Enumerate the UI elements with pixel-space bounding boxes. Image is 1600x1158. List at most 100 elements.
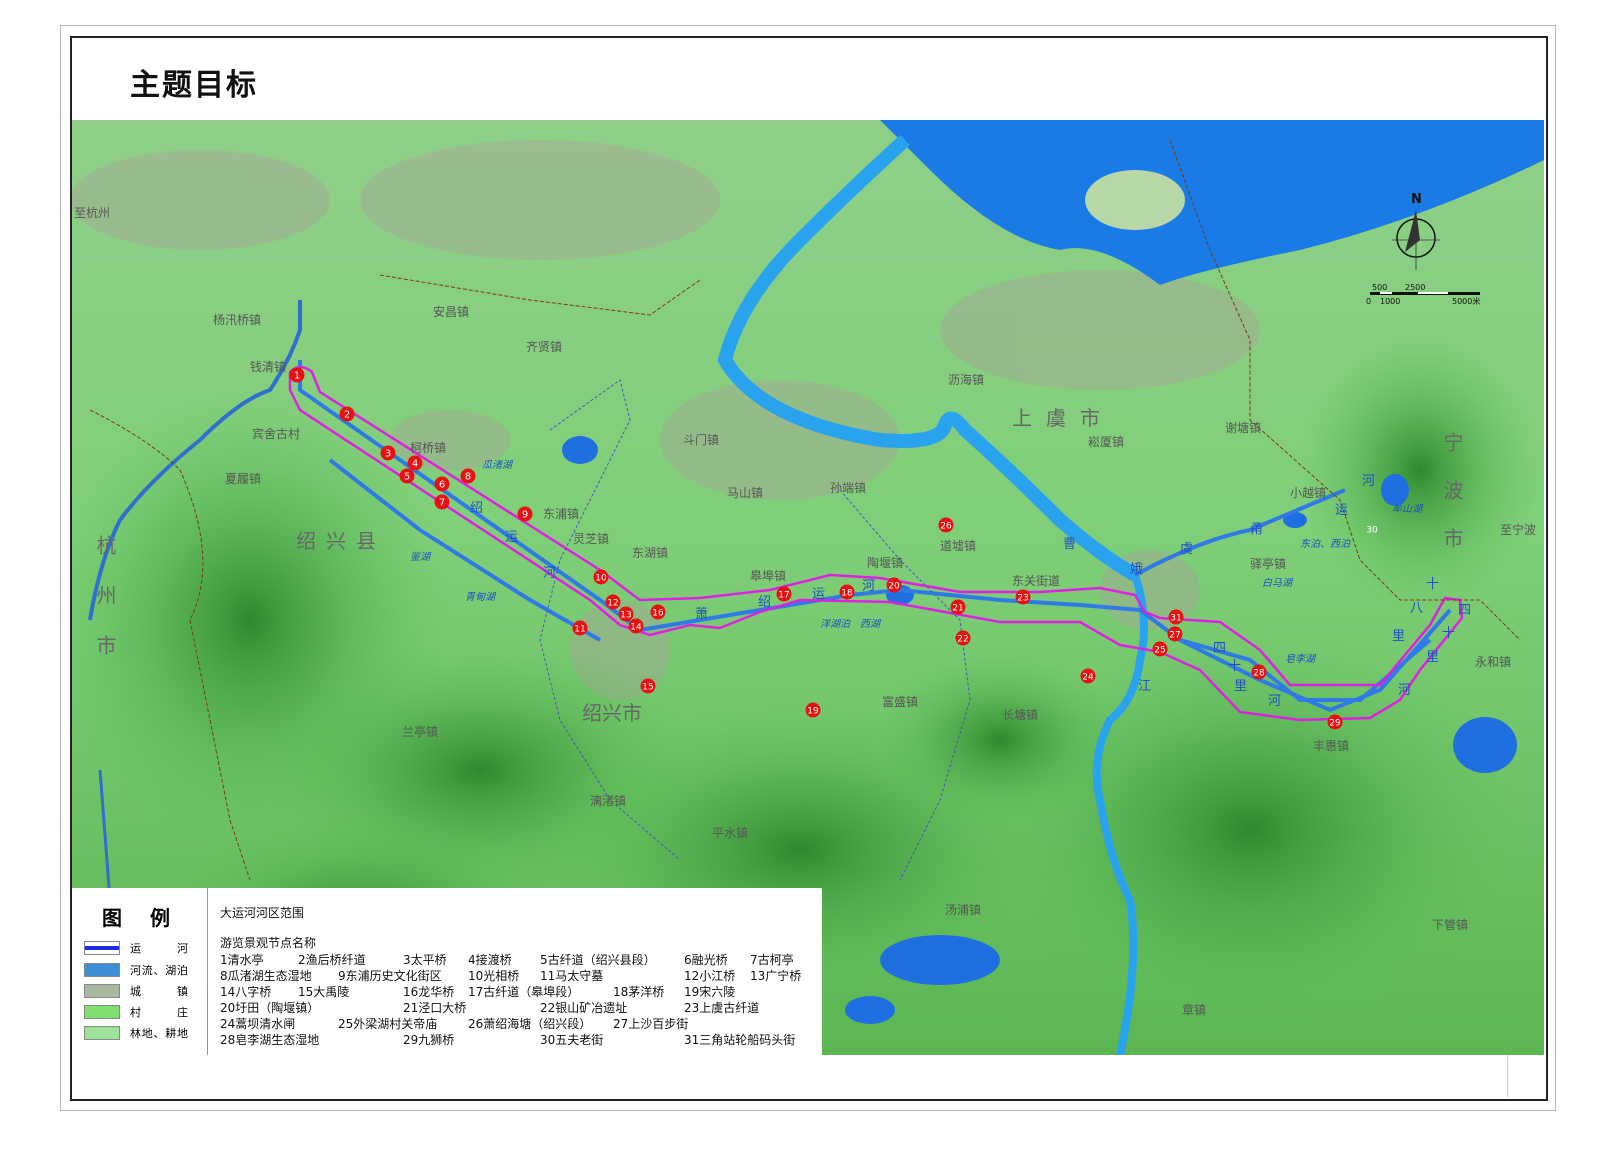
node-circle — [650, 604, 666, 620]
scenic-node-marker[interactable]: 8 — [460, 468, 476, 484]
node-number: 16 — [652, 609, 664, 619]
node-number: 4 — [412, 459, 418, 470]
scenic-node-marker[interactable]: 13 — [618, 606, 634, 622]
canal-label: 曹 — [1063, 537, 1076, 552]
node-number: 7 — [439, 498, 445, 509]
node-number: 18 — [841, 589, 853, 599]
node-number: 25 — [1154, 646, 1165, 656]
scenic-node-marker[interactable]: 22 — [955, 630, 971, 646]
node-list-item: 12小江桥 — [684, 969, 736, 983]
scenic-node-marker[interactable]: 5 — [399, 468, 415, 484]
node-list-item: 27上沙百步街 — [613, 1017, 689, 1031]
legend-item-river: 河流、湖泊 — [84, 962, 188, 978]
node-circle — [886, 577, 902, 593]
scenic-node-marker[interactable]: 29 — [1327, 714, 1343, 730]
scenic-node-marker[interactable]: 24 — [1080, 668, 1096, 684]
scenic-node-marker[interactable]: 9 — [517, 506, 533, 522]
scenic-node-marker[interactable]: 18 — [839, 584, 855, 600]
canal-label: 里 — [1234, 679, 1247, 694]
scale-label: 0 — [1366, 297, 1371, 306]
scale-label: 5000米 — [1452, 296, 1480, 306]
node-number: 8 — [465, 472, 471, 483]
node-circle — [399, 468, 415, 484]
scenic-node-marker[interactable]: 30 — [1366, 526, 1378, 536]
place-label: 下管镇 — [1432, 917, 1468, 932]
node-number: 31 — [1170, 614, 1181, 624]
scenic-node-marker[interactable]: 17 — [776, 586, 792, 602]
scenic-node-marker[interactable]: 6 — [434, 476, 450, 492]
scenic-node-marker[interactable]: 14 — [628, 618, 644, 634]
node-number: 24 — [1082, 673, 1094, 683]
scenic-node-marker[interactable]: 28 — [1251, 664, 1267, 680]
node-circle — [1015, 589, 1031, 605]
node-circle — [605, 594, 621, 610]
scenic-node-marker[interactable]: 27 — [1167, 626, 1183, 642]
scenic-node-marker[interactable]: 23 — [1015, 589, 1031, 605]
node-list-item: 20圩田（陶堰镇） — [220, 1001, 320, 1015]
canal-label: 运 — [812, 587, 825, 602]
scenic-node-marker[interactable]: 15 — [640, 678, 656, 694]
node-circle — [289, 367, 305, 383]
district-boundaries — [539, 379, 971, 881]
scenic-node-marker[interactable]: 12 — [605, 594, 621, 610]
node-circle — [1251, 664, 1267, 680]
node-list-item: 3太平桥 — [403, 953, 447, 967]
place-label: 小越镇 — [1290, 486, 1326, 500]
place-label: 孙端镇 — [830, 481, 866, 495]
node-number: 19 — [807, 707, 819, 717]
admin-boundaries — [89, 139, 1521, 881]
legend-label: 河流、湖泊 — [130, 964, 188, 977]
place-label: 至杭州 — [74, 205, 110, 220]
region-label: 杭州市 — [93, 535, 117, 685]
scenic-node-marker[interactable]: 26 — [938, 517, 954, 533]
node-number: 29 — [1329, 719, 1341, 729]
node-circle — [380, 445, 396, 461]
village-swatch — [84, 1005, 120, 1019]
scenic-node-marker[interactable]: 2 — [339, 406, 355, 422]
scenic-node-marker[interactable]: 21 — [950, 599, 966, 615]
scenic-node-marker[interactable]: 16 — [650, 604, 666, 620]
node-circle — [1152, 641, 1168, 657]
hangzhou-bay — [880, 120, 1544, 285]
canal-label: 萧 — [695, 607, 708, 622]
place-labels: 至杭州 杨汛桥镇 钱清镇 安昌镇 齐贤镇 宾舍古村 夏履镇 柯桥镇 东浦镇 灵芝… — [74, 205, 1536, 1017]
scenic-node-marker[interactable]: 10 — [593, 569, 609, 585]
node-circle — [593, 569, 609, 585]
node-number: 15 — [642, 683, 653, 693]
scenic-node-marker[interactable]: 1 — [289, 367, 305, 383]
place-label: 陶堰镇 — [867, 555, 903, 570]
scenic-node-marker[interactable]: 7 — [434, 494, 450, 510]
frame-tick — [1507, 1055, 1508, 1097]
canal-label: 运 — [505, 530, 518, 545]
cao-e-river — [1092, 573, 1148, 1055]
node-circle — [776, 586, 792, 602]
legend-item-forest: 林地、耕地 — [84, 1025, 188, 1041]
scenic-node-marker[interactable]: 25 — [1152, 641, 1168, 657]
scenic-node-marker[interactable]: 19 — [805, 702, 821, 718]
scenic-node-marker[interactable]: 4 — [407, 455, 423, 471]
node-list-item: 14八字桥 — [220, 985, 272, 999]
scenic-node-marker[interactable]: 11 — [572, 620, 588, 636]
water-label: 东泊、西泊 — [1300, 538, 1351, 550]
scenic-node-marker[interactable]: 3 — [380, 445, 396, 461]
node-circle — [1080, 668, 1096, 684]
node-number: 10 — [595, 574, 607, 584]
node-list-item: 19宋六陵 — [684, 985, 736, 999]
western-river — [88, 300, 302, 621]
node-list-item: 11马太守墓 — [540, 969, 604, 983]
place-label: 东湖镇 — [632, 545, 668, 560]
river-swatch — [84, 963, 120, 977]
legend-label: 村 庄 — [130, 1006, 188, 1019]
place-label: 皋埠镇 — [750, 568, 786, 583]
node-list-item: 7古柯亭 — [750, 953, 794, 967]
scenic-node-marker[interactable]: 31 — [1168, 609, 1184, 625]
canal-label: 河 — [862, 579, 875, 594]
place-label: 沥海镇 — [948, 372, 984, 387]
place-label: 兰亭镇 — [402, 724, 438, 739]
place-label: 崧厦镇 — [1088, 435, 1124, 449]
scenic-node-marker[interactable]: 20 — [886, 577, 902, 593]
water-label: 西湖 — [860, 618, 882, 630]
legend-title: 图例 — [102, 906, 198, 930]
legend: 图例 运 河 河流、湖泊 城 镇 村 庄 林地、耕地 — [72, 888, 207, 1055]
place-label: 东浦镇 — [543, 507, 579, 521]
